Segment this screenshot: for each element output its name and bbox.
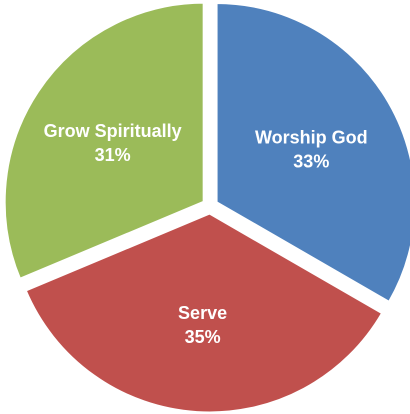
slice-label-worship-god: Worship God: [255, 128, 368, 148]
pie-slice-serve: [23, 211, 385, 414]
slice-value-serve: 35%: [185, 327, 221, 347]
pie-slice-grow-spiritually: [2, 0, 206, 282]
slice-value-grow-spiritually: 31%: [95, 145, 131, 165]
slice-label-serve: Serve: [178, 303, 227, 323]
slice-label-grow-spiritually: Grow Spiritually: [44, 121, 182, 141]
slice-value-worship-god: 33%: [293, 152, 329, 172]
